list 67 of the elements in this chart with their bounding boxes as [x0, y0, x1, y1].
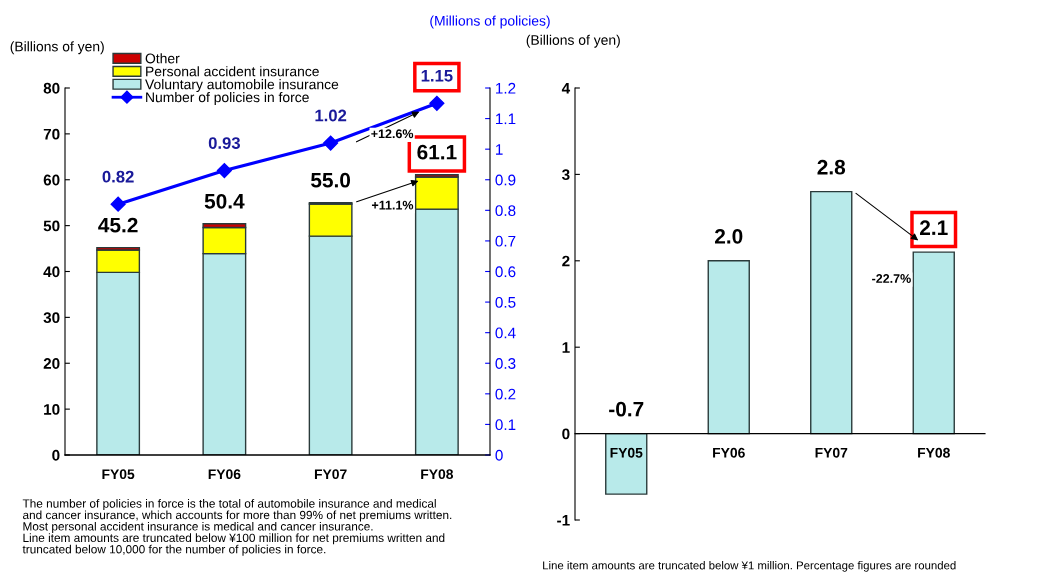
bar — [605, 432, 648, 495]
total-label: 61.1 — [417, 144, 457, 160]
y-tick-label: 1 — [562, 342, 570, 353]
y2-tick-label: 0 — [495, 449, 503, 461]
y2-tick-label: 0.7 — [495, 235, 516, 247]
x-tick-label: FY05 — [610, 447, 643, 458]
y2-tick-label: 0.5 — [495, 296, 516, 308]
y-tick-label: 70 — [43, 128, 60, 140]
y-tick-label: 80 — [43, 82, 60, 94]
y2-tick-label: 1 — [496, 144, 503, 155]
annotation: +11.1% — [371, 200, 414, 210]
y2-tick-label: 1.2 — [496, 82, 516, 94]
data-label: 1.02 — [315, 109, 347, 122]
y-axis-title: (Billions of yen) — [526, 34, 620, 48]
legend-label: Voluntary automobile insurance — [145, 79, 339, 93]
x-tick-label: FY05 — [102, 469, 135, 480]
data-label: -0.7 — [609, 401, 644, 417]
data-label: 2.8 — [817, 159, 846, 175]
x-tick-label: FY08 — [918, 447, 950, 458]
y2-axis-title: (Millions of policies) — [430, 15, 550, 29]
point — [110, 196, 126, 212]
y-tick-label: 20 — [43, 358, 60, 369]
y2-tick-label: 0.4 — [495, 327, 516, 339]
y-tick-label: 4 — [561, 83, 571, 94]
total-label: 55.0 — [310, 172, 351, 188]
x-tick-label: FY07 — [314, 469, 347, 480]
data-label: 0.82 — [102, 170, 134, 183]
x-tick-label: FY08 — [421, 469, 454, 480]
y-tick-label: 50 — [43, 220, 60, 232]
legend-label: Other — [145, 53, 180, 64]
y-tick-label: 2 — [562, 255, 570, 267]
y2-tick-label: 0.1 — [495, 419, 516, 431]
y-tick-label: 40 — [43, 266, 60, 278]
y2-tick-label: 0.2 — [495, 388, 516, 400]
y2-tick-label: 0.3 — [495, 358, 516, 369]
y2-tick-label: 0.9 — [495, 174, 516, 186]
y-tick-label: 0 — [562, 428, 570, 440]
y-tick-label: 3 — [561, 169, 570, 181]
y-tick-label: -1 — [557, 515, 570, 526]
data-label: 1.15 — [421, 70, 453, 82]
legend-label: Personal accident insurance — [146, 66, 319, 77]
bar — [707, 260, 750, 435]
point — [323, 135, 339, 151]
y-tick-label: 10 — [44, 403, 60, 415]
legend-label: Number of policies in force — [146, 92, 309, 105]
y-tick-label: 30 — [43, 312, 60, 324]
annotation: +12.6% — [371, 129, 414, 139]
data-label: 0.93 — [208, 137, 240, 149]
point — [216, 163, 232, 179]
text: Line item amounts are truncated below ¥1 million. Percentage figures are rounded — [543, 561, 956, 572]
annotation: -22.7% — [872, 274, 911, 283]
x-tick-label: FY07 — [815, 447, 848, 458]
y2-tick-label: 1.1 — [496, 113, 516, 125]
y-tick-label: 60 — [43, 174, 60, 186]
text: The number of policies in force is the total of automobile insurance and medical and cancer insurance, which accounts for more than 99% of net premiums written. Most personal accident insurance is medical and cancer insurance. Line item amounts are truncated below ¥100 million for net premiums written and truncated below 10,000 for the number of policies in force. — [22, 499, 452, 556]
y2-tick-label: 0.6 — [495, 266, 516, 278]
y-tick-label: 0 — [52, 449, 60, 461]
data-label: 2.1 — [919, 220, 948, 235]
y2-tick-label: 0.8 — [495, 205, 516, 217]
x-tick-label: FY06 — [713, 447, 745, 458]
total-label: 50.4 — [204, 193, 245, 209]
y-axis-title: (Billions of yen) — [10, 41, 104, 55]
point — [429, 95, 445, 111]
bar — [810, 190, 853, 435]
total-label: 45.2 — [98, 217, 138, 233]
data-label: 2.0 — [714, 228, 743, 244]
x-tick-label: FY06 — [208, 469, 241, 480]
